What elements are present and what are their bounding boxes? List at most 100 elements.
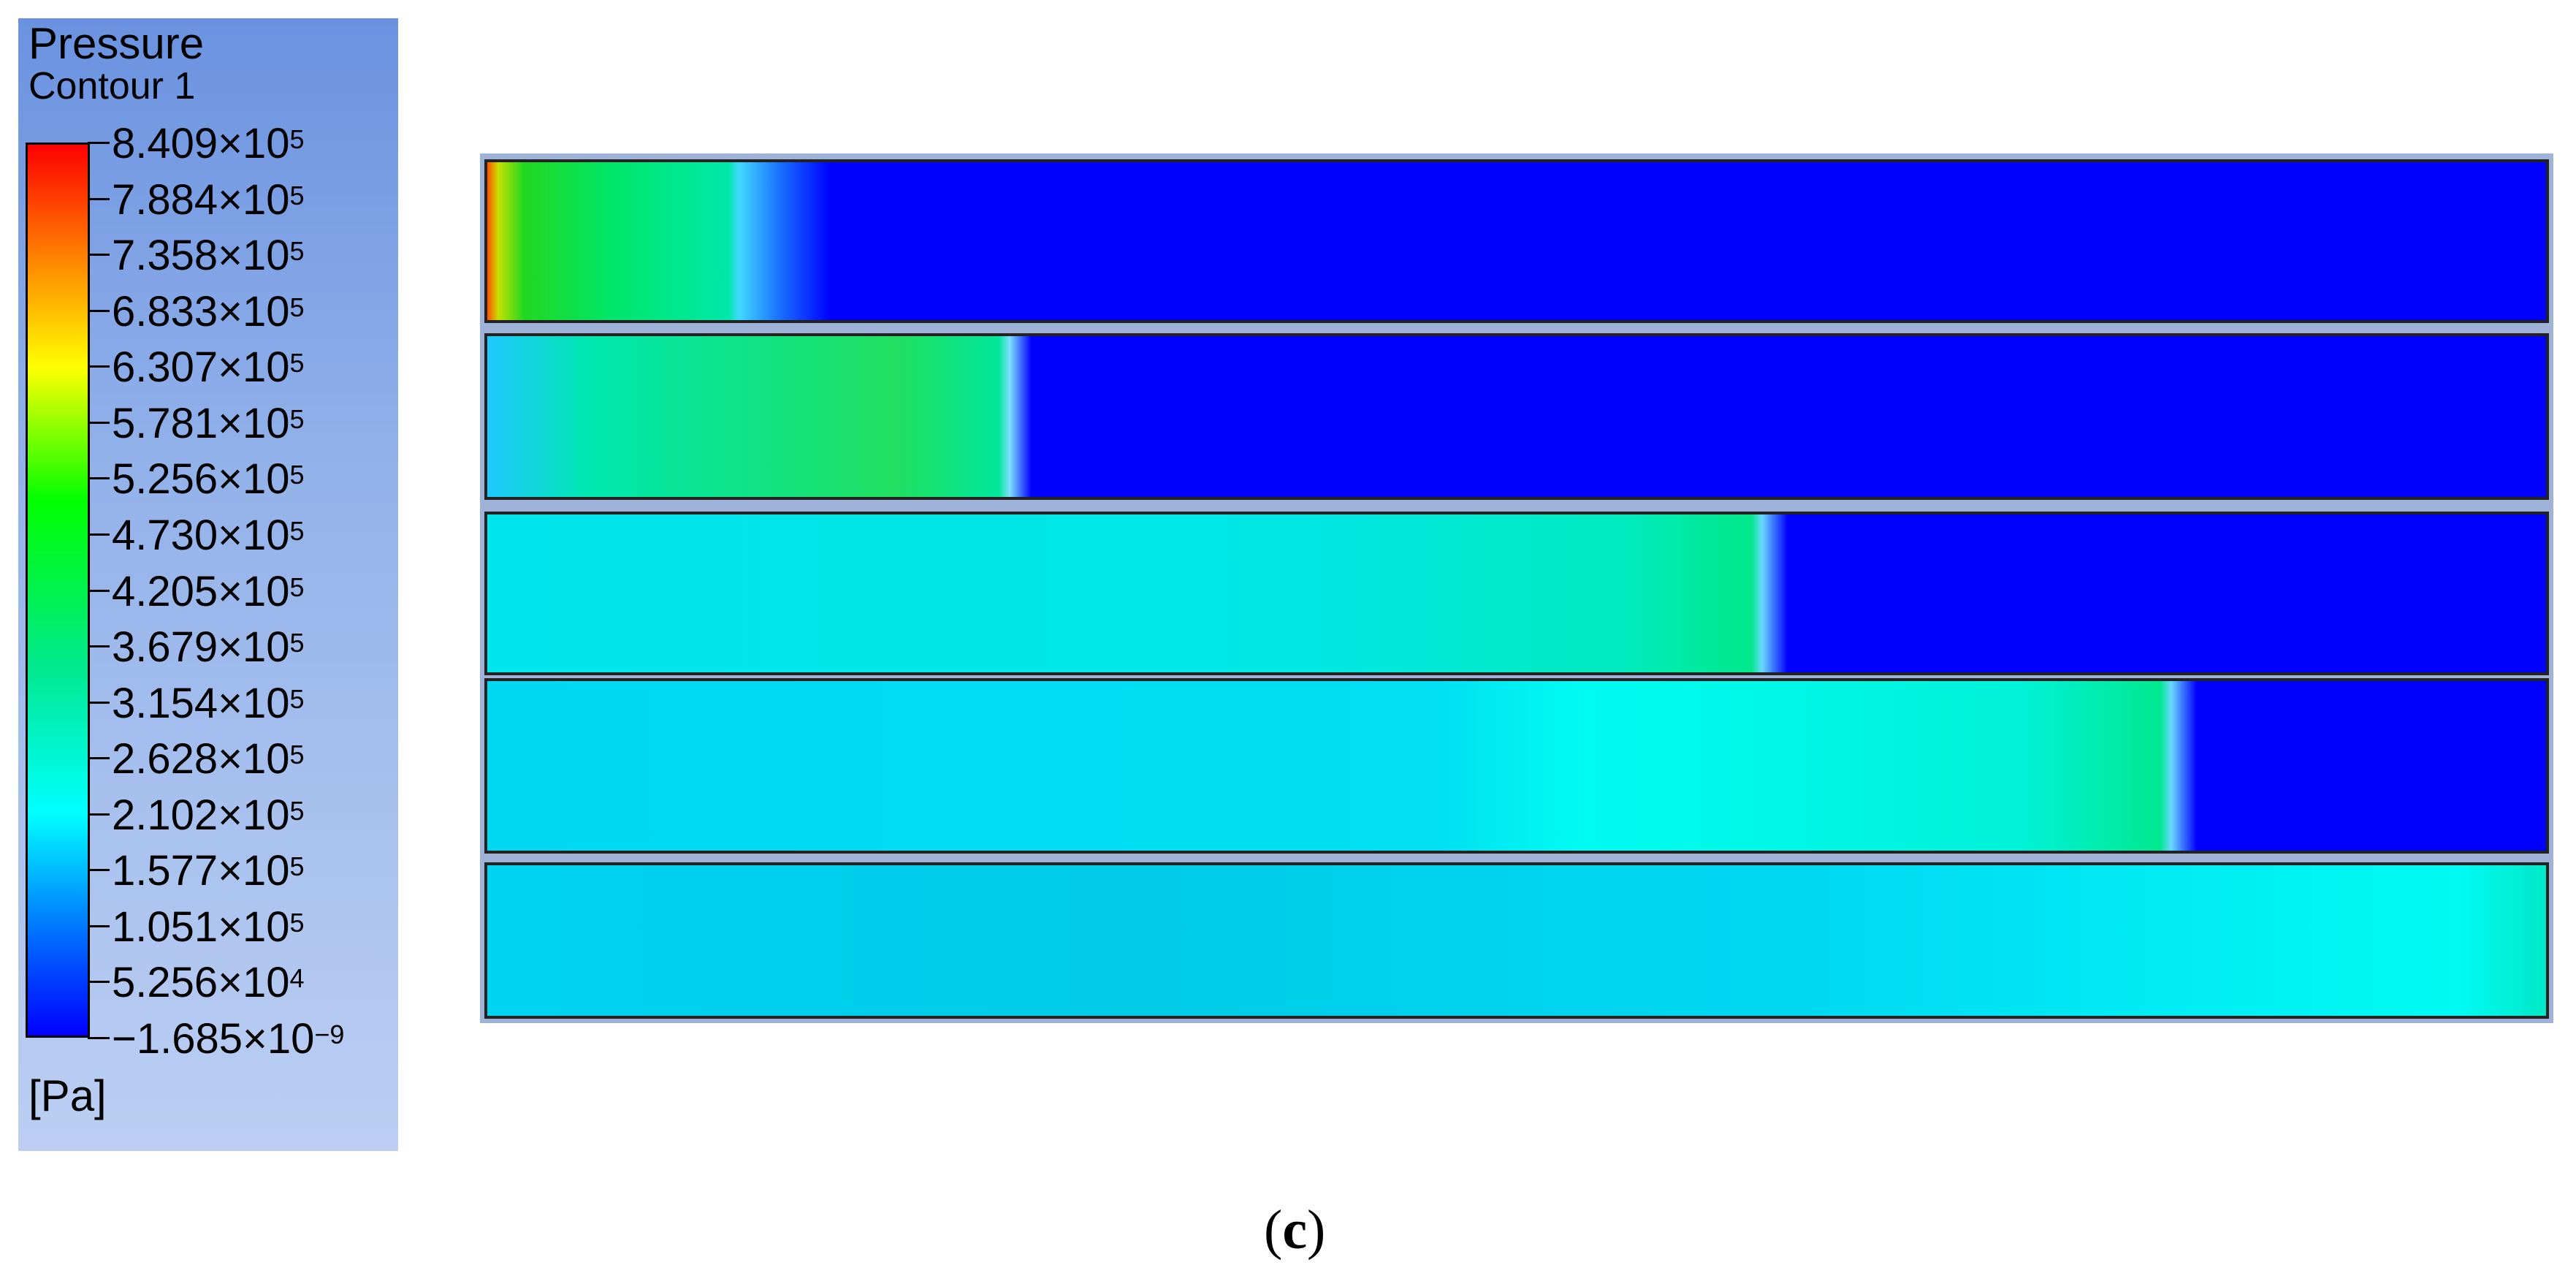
colorbar-tick-label: 2.628×105 [112, 737, 305, 781]
tick-times-ten: ×10 [218, 735, 290, 783]
tick-mantissa: 5.781 [112, 399, 218, 447]
colorbar-tick [88, 869, 110, 872]
colorbar-tick [88, 477, 110, 480]
colorbar-tick-label: 3.154×105 [112, 679, 305, 727]
colorbar-tick [88, 142, 110, 144]
tick-exponent: 5 [289, 236, 305, 267]
tick-exponent: 5 [289, 628, 305, 658]
tick-times-ten: ×10 [218, 232, 290, 280]
tick-times-ten: ×10 [218, 567, 290, 615]
contour-channel-4 [484, 678, 2549, 854]
tick-mantissa: 2.628 [112, 735, 218, 783]
tick-mantissa: 7.884 [112, 175, 218, 224]
contour-channel-2 [484, 333, 2549, 500]
tick-mantissa: 4.730 [112, 511, 218, 559]
colorbar-tick [88, 701, 110, 704]
colorbar-tick [88, 533, 110, 536]
legend-panel: Pressure Contour 1 8.409×105 7.884×105 7.3… [18, 18, 398, 1151]
tick-mantissa: 8.409 [112, 120, 218, 167]
tick-mantissa: 5.256 [112, 455, 218, 504]
tick-exponent: 5 [289, 180, 305, 210]
tick-exponent: 5 [289, 292, 305, 322]
tick-exponent: 5 [289, 403, 305, 434]
colorbar-tick [88, 309, 110, 312]
tick-mantissa: 6.307 [112, 343, 218, 392]
colorbar-tick-label: 6.307×105 [112, 346, 305, 390]
tick-mantissa: 1.051 [112, 903, 218, 951]
colorbar-tick-label: 4.205×105 [112, 567, 305, 615]
legend-title: Pressure [28, 19, 205, 68]
colorbar-tick [88, 589, 110, 592]
tick-exponent: 5 [289, 460, 305, 490]
colorbar-tick [88, 1037, 110, 1039]
tick-mantissa: 3.154 [112, 679, 218, 727]
legend-subtitle: Contour 1 [28, 65, 196, 107]
colorbar-tick-label: 2.102×105 [112, 791, 305, 839]
figure-caption: (c) [1264, 1198, 1325, 1262]
tick-times-ten: ×10 [218, 623, 290, 672]
tick-mantissa: 6.833 [112, 287, 218, 335]
contour-channel-1 [484, 159, 2549, 323]
contour-channel-5 [484, 862, 2549, 1019]
tick-mantissa: 1.577 [112, 847, 218, 895]
tick-times-ten: ×10 [218, 511, 290, 559]
colorbar-tick [88, 254, 110, 257]
tick-times-ten: ×10 [218, 287, 290, 335]
tick-exponent: 5 [289, 907, 305, 938]
tick-times-ten: ×10 [218, 959, 290, 1007]
tick-mantissa: 5.256 [112, 959, 218, 1007]
tick-mantissa: 3.679 [112, 623, 218, 672]
colorbar-tick [88, 757, 110, 760]
tick-exponent: 5 [289, 795, 305, 826]
colorbar [26, 143, 90, 1038]
colorbar-tick-label: 7.358×105 [112, 234, 305, 278]
tick-mantissa: −1.685 [112, 1015, 243, 1063]
tick-times-ten: ×10 [218, 903, 290, 951]
colorbar-tick [88, 365, 110, 368]
tick-mantissa: 7.358 [112, 232, 218, 280]
caption-letter: c [1282, 1199, 1308, 1261]
colorbar-tick-label: 6.833×105 [112, 287, 305, 335]
legend-unit: [Pa] [28, 1071, 107, 1120]
colorbar-tick [88, 924, 110, 927]
caption-open: ( [1264, 1199, 1283, 1261]
caption-close: ) [1307, 1199, 1326, 1261]
colorbar-tick-label: 5.256×105 [112, 457, 305, 501]
tick-exponent: 4 [289, 963, 305, 994]
contour-channel-3 [484, 512, 2549, 675]
tick-exponent: 5 [289, 515, 305, 546]
colorbar-tick-label: 1.577×105 [112, 849, 305, 893]
colorbar-tick-label: 8.409×105 [112, 122, 305, 166]
tick-exponent: 5 [289, 683, 305, 714]
tick-times-ten: ×10 [218, 679, 290, 727]
tick-times-ten: ×10 [218, 175, 290, 224]
tick-exponent: 5 [289, 348, 305, 379]
tick-times-ten: ×10 [218, 120, 290, 167]
tick-times-ten: ×10 [218, 847, 290, 895]
colorbar-tick [88, 645, 110, 648]
tick-times-ten: ×10 [218, 791, 290, 839]
tick-exponent: 5 [289, 124, 305, 154]
colorbar-tick-label: 5.781×105 [112, 399, 305, 447]
tick-times-ten: ×10 [218, 399, 290, 447]
colorbar-tick-label: 7.884×105 [112, 178, 305, 222]
tick-exponent: −9 [314, 1019, 345, 1049]
tick-times-ten: ×10 [218, 455, 290, 504]
pressure-contour-plot [480, 153, 2553, 1023]
colorbar-tick [88, 197, 110, 200]
colorbar-tick-label: 1.051×105 [112, 905, 305, 949]
tick-exponent: 5 [289, 740, 305, 770]
colorbar-tick [88, 981, 110, 984]
colorbar-tick-label: 4.730×105 [112, 511, 305, 559]
tick-mantissa: 2.102 [112, 791, 218, 839]
colorbar-tick-label: −1.685×10−9 [112, 1017, 344, 1061]
colorbar-tick-label: 3.679×105 [112, 626, 305, 669]
tick-exponent: 5 [289, 851, 305, 882]
colorbar-tick [88, 813, 110, 816]
tick-exponent: 5 [289, 571, 305, 602]
tick-mantissa: 4.205 [112, 567, 218, 615]
tick-times-ten: ×10 [218, 343, 290, 392]
colorbar-tick [88, 421, 110, 424]
tick-times-ten: ×10 [243, 1015, 315, 1063]
colorbar-tick-label: 5.256×104 [112, 961, 305, 1005]
